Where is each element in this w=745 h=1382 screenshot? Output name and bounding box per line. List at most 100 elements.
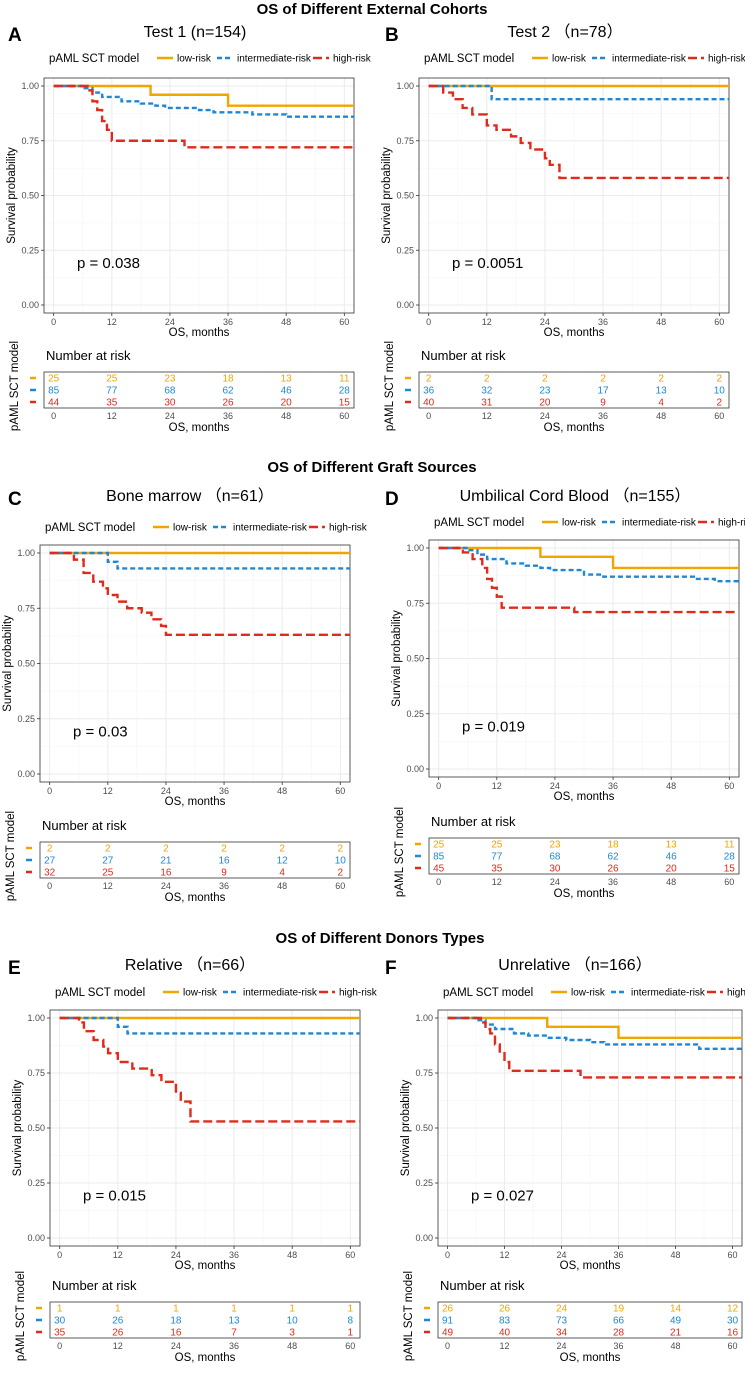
risk-count: 30 (727, 1316, 739, 1327)
y-tick-label: 0.00 (415, 1233, 433, 1243)
risk-table-border (418, 371, 730, 409)
risk-count: 10 (335, 856, 347, 867)
risk-x-tick-label: 60 (727, 1341, 737, 1351)
y-tick-label: 0.75 (17, 603, 35, 613)
risk-x-tick-label: 12 (107, 411, 117, 421)
y-tick-label: 0.50 (396, 191, 414, 201)
legend-title: pAML SCT model (443, 987, 533, 999)
risk-count: 15 (339, 398, 351, 409)
risk-y-axis-label: pAML SCT model (9, 341, 21, 431)
y-axis-label: Survival probability (2, 615, 14, 712)
x-tick-label: 0 (51, 317, 56, 327)
y-axis-label: Survival probability (6, 147, 18, 244)
survival-curve-intermediate-risk (53, 84, 354, 118)
y-tick-label: 0.50 (21, 191, 39, 201)
risk-count: 25 (106, 374, 118, 385)
risk-count: 77 (106, 386, 118, 397)
y-tick-label: 1.00 (406, 543, 424, 553)
risk-x-tick-label: 60 (724, 877, 734, 887)
y-tick-label: 0.75 (406, 598, 424, 608)
legend-label-high-risk: high-risk (727, 988, 745, 999)
x-tick-label: 60 (714, 317, 724, 327)
risk-x-tick-label: 12 (499, 1341, 509, 1351)
x-tick-label: 36 (608, 781, 618, 791)
risk-count: 35 (491, 864, 503, 875)
risk-x-axis-label: OS, months (165, 892, 226, 904)
survival-curve-low-risk (438, 546, 739, 570)
risk-count: 20 (666, 864, 678, 875)
risk-x-tick-label: 24 (171, 1341, 181, 1351)
x-tick-label: 60 (345, 1250, 355, 1260)
risk-count: 1 (173, 1304, 179, 1315)
risk-count: 83 (499, 1316, 511, 1327)
risk-count: 32 (44, 868, 56, 879)
risk-count: 27 (44, 856, 56, 867)
risk-count: 40 (499, 1328, 511, 1339)
x-tick-label: 36 (598, 317, 608, 327)
risk-count: 1 (231, 1304, 237, 1315)
risk-table-title: Number at risk (431, 814, 516, 829)
risk-count: 11 (724, 840, 735, 851)
risk-count: 13 (229, 1316, 241, 1327)
risk-count: 9 (221, 868, 227, 879)
y-tick-label: 0.75 (415, 1068, 433, 1078)
risk-x-tick-label: 24 (550, 877, 560, 887)
risk-count: 20 (539, 398, 551, 409)
risk-x-tick-label: 48 (277, 881, 287, 891)
x-tick-label: 48 (287, 1250, 297, 1260)
risk-count: 16 (170, 1328, 182, 1339)
risk-count: 35 (54, 1328, 66, 1339)
risk-x-tick-label: 36 (598, 411, 608, 421)
x-tick-label: 24 (540, 317, 550, 327)
risk-table-border (49, 1301, 361, 1339)
legend-label-low-risk: low-risk (562, 518, 597, 529)
risk-count: 15 (724, 864, 736, 875)
panel-title: Relative （n=66） (125, 956, 255, 974)
panel-c: C Bone marrow （n=61） pAML SCT model low-ris… (2, 487, 368, 904)
risk-count: 31 (481, 398, 493, 409)
risk-count: 13 (656, 386, 668, 397)
risk-count: 28 (339, 386, 351, 397)
x-tick-label: 12 (107, 317, 117, 327)
survival-curve-high-risk (438, 546, 739, 614)
risk-count: 2 (600, 374, 606, 385)
section-title-graft: OS of Different Graft Sources (267, 459, 476, 476)
risk-count: 27 (102, 856, 114, 867)
risk-count: 91 (442, 1316, 454, 1327)
risk-count: 30 (549, 864, 561, 875)
legend-label-low-risk: low-risk (571, 988, 606, 999)
risk-count: 25 (48, 374, 60, 385)
risk-count: 77 (491, 852, 503, 863)
x-tick-label: 0 (426, 317, 431, 327)
risk-y-axis-label: pAML SCT model (384, 341, 396, 431)
risk-count: 62 (223, 386, 235, 397)
x-tick-label: 60 (727, 1250, 737, 1260)
x-axis-label: OS, months (554, 791, 615, 803)
risk-count: 44 (48, 398, 60, 409)
panel-title: Unrelative （n=166） (498, 956, 651, 974)
risk-count: 35 (106, 398, 118, 409)
risk-count: 40 (423, 398, 435, 409)
risk-x-tick-label: 36 (608, 877, 618, 887)
y-tick-label: 0.50 (415, 1123, 433, 1133)
x-tick-label: 36 (229, 1250, 239, 1260)
x-tick-label: 24 (161, 786, 171, 796)
survival-curve-high-risk (447, 1016, 742, 1079)
panel-title: Umbilical Cord Blood （n=155） (460, 487, 691, 505)
y-tick-label: 1.00 (415, 1013, 433, 1023)
risk-count: 24 (556, 1304, 568, 1315)
risk-count: 1 (289, 1304, 295, 1315)
x-axis-label: OS, months (169, 327, 230, 339)
risk-x-tick-label: 36 (613, 1341, 623, 1351)
y-axis-label: Survival probability (391, 610, 403, 707)
risk-x-tick-label: 12 (103, 881, 113, 891)
risk-count: 12 (277, 856, 289, 867)
y-tick-label: 0.25 (21, 245, 39, 255)
risk-count: 18 (223, 374, 235, 385)
risk-y-axis-label: pAML SCT model (5, 811, 17, 901)
section-title-cohorts: OS of Different External Cohorts (257, 1, 488, 18)
risk-count: 11 (339, 374, 350, 385)
survival-curve-high-risk (49, 551, 350, 636)
risk-x-tick-label: 24 (556, 1341, 566, 1351)
